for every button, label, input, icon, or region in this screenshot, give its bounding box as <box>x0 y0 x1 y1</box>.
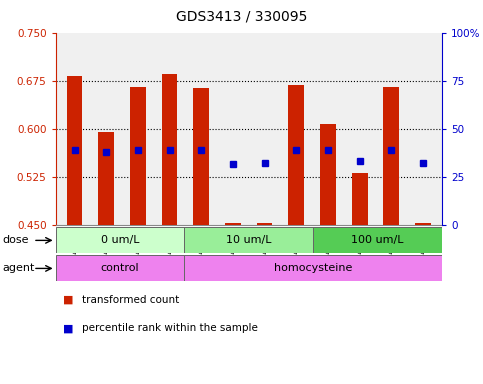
Text: agent: agent <box>2 263 35 273</box>
Bar <box>225 223 241 225</box>
Bar <box>415 223 431 225</box>
Bar <box>384 87 399 225</box>
Bar <box>185 227 313 253</box>
Bar <box>288 85 304 225</box>
Text: 10 um/L: 10 um/L <box>226 235 271 245</box>
Bar <box>67 76 83 225</box>
Text: 100 um/L: 100 um/L <box>351 235 404 245</box>
Bar <box>130 87 146 225</box>
Text: dose: dose <box>2 235 29 245</box>
Bar <box>320 124 336 225</box>
Text: GDS3413 / 330095: GDS3413 / 330095 <box>176 10 307 23</box>
Text: homocysteine: homocysteine <box>274 263 352 273</box>
Text: transformed count: transformed count <box>82 295 179 305</box>
Bar <box>56 227 185 253</box>
Bar <box>313 227 442 253</box>
Bar <box>256 223 272 225</box>
Bar <box>162 74 177 225</box>
Text: ■: ■ <box>63 323 73 333</box>
Bar <box>193 88 209 225</box>
Bar <box>56 255 185 281</box>
Bar <box>352 174 368 225</box>
Bar <box>185 255 442 281</box>
Text: ■: ■ <box>63 295 73 305</box>
Text: control: control <box>100 263 139 273</box>
Text: percentile rank within the sample: percentile rank within the sample <box>82 323 258 333</box>
Bar <box>99 132 114 225</box>
Text: 0 um/L: 0 um/L <box>100 235 139 245</box>
